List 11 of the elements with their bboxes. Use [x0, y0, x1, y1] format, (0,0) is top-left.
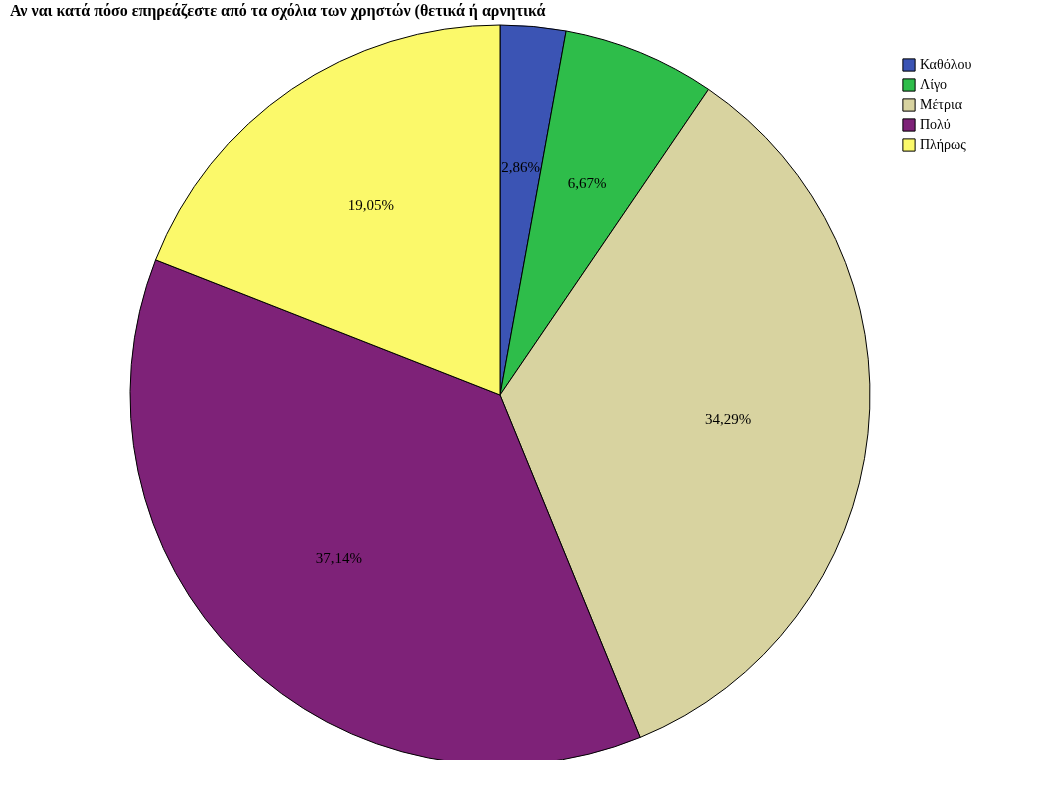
chart-title: Αν ναι κατά πόσο επηρεάζεστε από τα σχόλια των χρηστών (θετικά ή αρνητικά: [10, 2, 546, 20]
legend-label: Καθόλου: [920, 57, 972, 72]
legend-label: Μέτρια: [920, 97, 963, 112]
data-label: 37,14%: [315, 550, 363, 567]
data-label: 6,67%: [567, 174, 607, 191]
legend-label: Λίγο: [920, 77, 948, 92]
data-label: 19,05%: [347, 197, 394, 214]
legend-label: Πλήρως: [920, 137, 967, 152]
legend-label: Πολύ: [920, 117, 951, 132]
data-label: 34,29%: [705, 411, 752, 428]
data-label: 2,86%: [501, 158, 540, 175]
